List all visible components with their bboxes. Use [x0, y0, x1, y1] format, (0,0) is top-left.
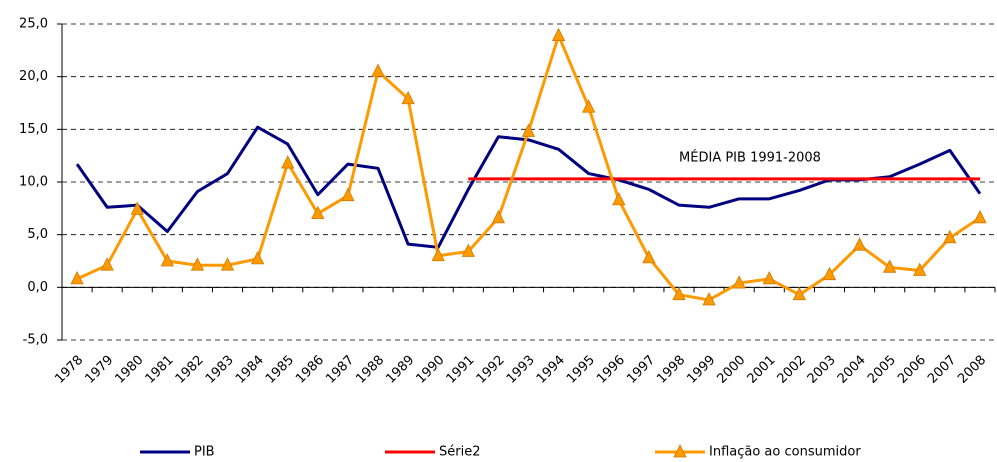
x-tick-label: 1997 [624, 353, 658, 387]
x-tick-label: 1980 [113, 353, 147, 387]
x-tick-label: 1985 [263, 353, 297, 387]
series-line [75, 125, 982, 249]
x-tick-label: 1984 [233, 353, 267, 387]
x-tick-label: 1998 [654, 353, 688, 387]
x-tick-label: 1990 [414, 353, 448, 387]
marker [70, 271, 84, 285]
marker [431, 247, 445, 262]
x-tick-label: 1999 [684, 353, 718, 387]
marker [401, 90, 415, 105]
marker [732, 275, 746, 289]
marker [220, 257, 235, 271]
x-tick-label: 2005 [865, 353, 899, 387]
marker [913, 262, 927, 276]
x-tick-label: 1991 [444, 353, 478, 387]
marker [943, 229, 957, 244]
marker [371, 63, 385, 77]
annotation: MÉDIA PIB 1991-2008 [679, 150, 821, 166]
marker [341, 187, 355, 202]
y-tick-label: 25,0 [19, 17, 48, 32]
x-tick-label: 1982 [173, 353, 207, 387]
marker [311, 205, 325, 220]
marker [792, 286, 807, 301]
marker [642, 249, 656, 264]
x-tick-label: 1979 [82, 353, 116, 387]
x-tick-label: 2003 [805, 353, 839, 387]
marker [883, 259, 897, 273]
x-tick-label: 2004 [835, 353, 869, 387]
legend-marker [673, 444, 687, 458]
y-tick-label: 20,0 [19, 69, 48, 84]
x-tick-label: 1978 [52, 353, 86, 387]
marker [461, 243, 475, 257]
marker [491, 209, 506, 224]
x-tick-label: 2008 [955, 353, 989, 387]
legend-label: Série2 [439, 445, 480, 460]
y-tick-label: 10,0 [19, 175, 48, 190]
y-tick-label: -5,0 [23, 333, 48, 348]
marker [762, 271, 776, 285]
x-tick-label: 2000 [714, 353, 748, 387]
marker [281, 155, 295, 169]
x-tick-label: 1995 [564, 353, 598, 387]
x-tick-label: 1988 [353, 353, 387, 387]
marker [130, 201, 144, 215]
x-tick-label: 1989 [383, 353, 417, 387]
marker [160, 253, 174, 267]
x-tick-label: 1992 [474, 353, 508, 387]
x-tick-label: 1994 [534, 353, 568, 387]
marker [190, 257, 205, 271]
marker [551, 27, 566, 41]
x-tick-label: 1983 [203, 353, 237, 387]
x-tick-label: 1987 [323, 353, 357, 387]
y-tick-label: 0,0 [27, 280, 48, 295]
marker [612, 192, 626, 206]
series-line [76, 34, 981, 302]
marker [672, 286, 686, 301]
x-tick-label: 1993 [504, 353, 538, 387]
marker [521, 123, 536, 137]
x-tick-label: 2007 [925, 353, 959, 387]
marker [822, 266, 837, 281]
x-tick-label: 1986 [293, 353, 327, 387]
x-tick-label: 1996 [594, 353, 628, 387]
legend-label: PIB [194, 445, 215, 460]
marker [100, 257, 114, 271]
marker [852, 237, 867, 251]
marker [582, 99, 596, 113]
marker [973, 209, 987, 224]
x-tick-label: 2006 [895, 353, 929, 387]
legend-label: Inflação ao consumidor [709, 445, 861, 460]
marker [702, 292, 716, 306]
x-tick-label: 2002 [775, 353, 809, 387]
marker [250, 250, 265, 265]
y-tick-label: 5,0 [27, 227, 48, 242]
x-tick-label: 1981 [143, 353, 177, 387]
x-tick-label: 2001 [745, 353, 779, 387]
y-tick-label: 15,0 [19, 122, 48, 137]
